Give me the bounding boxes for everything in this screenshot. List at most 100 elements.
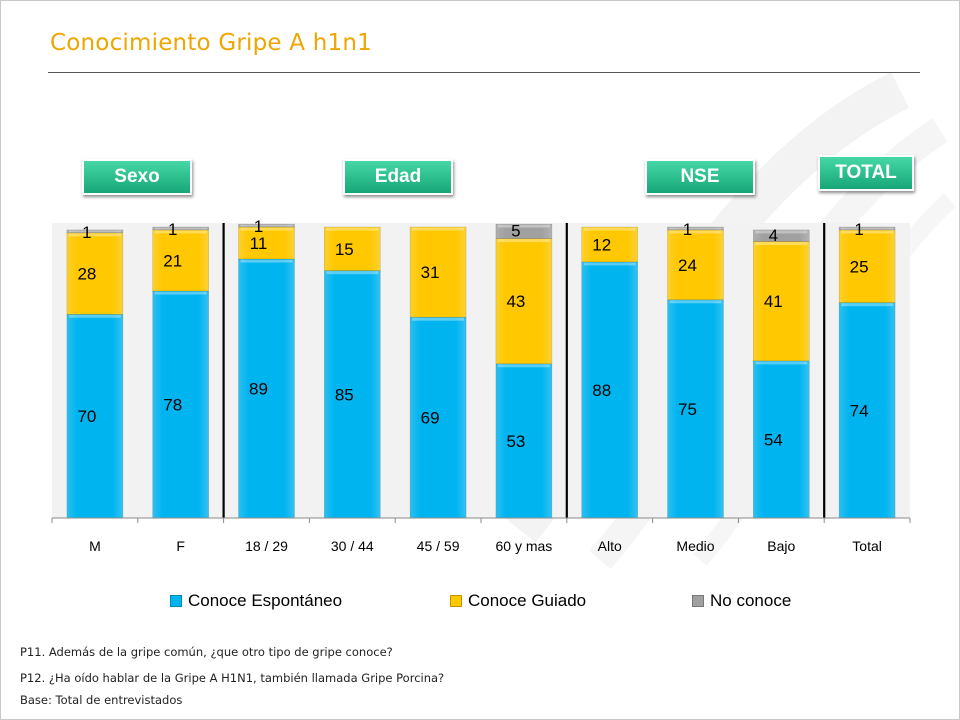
data-label-espontaneo-5: 53 — [506, 432, 525, 451]
bar-guiado-3 — [323, 226, 381, 271]
bar-no-conoce-9 — [838, 226, 896, 231]
data-label-no-conoce-9: 1 — [854, 220, 863, 239]
bar-highlight-espontaneo-3 — [326, 271, 379, 275]
bar-highlight-espontaneo-2 — [240, 259, 293, 263]
data-label-guiado-2: 11 — [250, 234, 268, 253]
data-label-no-conoce-1: 1 — [168, 220, 177, 239]
legend-label-guiado: Conoce Guiado — [468, 591, 587, 610]
note-p12: P12. ¿Ha oído hablar de la Gripe A H1N1,… — [20, 671, 445, 685]
bar-highlight-espontaneo-6 — [583, 262, 636, 266]
page-title: Conocimiento Gripe A h1n1 — [50, 30, 372, 56]
bar-highlight-guiado-5 — [497, 239, 550, 243]
data-label-guiado-0: 28 — [77, 265, 96, 284]
data-label-no-conoce-5: 5 — [511, 221, 520, 240]
bar-highlight-guiado-3 — [326, 227, 379, 231]
data-label-guiado-7: 24 — [678, 256, 697, 275]
data-label-espontaneo-9: 74 — [850, 401, 869, 420]
data-label-guiado-3: 15 — [335, 240, 354, 259]
bar-highlight-no-conoce-9 — [841, 227, 894, 230]
bar-highlight-no-conoce-5 — [497, 224, 550, 228]
note-p11: P11. Además de la gripe común, ¿que otro… — [20, 645, 393, 659]
group-badge-nse: NSE — [645, 159, 755, 195]
bar-highlight-espontaneo-4 — [412, 317, 465, 321]
bar-highlight-espontaneo-9 — [841, 303, 894, 307]
data-label-guiado-8: 41 — [764, 292, 783, 311]
bar-highlight-guiado-7 — [669, 230, 722, 234]
data-label-no-conoce-0: 1 — [82, 223, 91, 242]
legend-label-espontaneo: Conoce Espontáneo — [188, 591, 343, 610]
bar-highlight-guiado-0 — [68, 233, 121, 237]
bar-highlight-espontaneo-8 — [755, 361, 808, 365]
legend-swatch-espontaneo — [170, 595, 182, 607]
legend-item-no-conoce: No conoce — [692, 590, 791, 612]
data-label-espontaneo-1: 78 — [163, 396, 182, 415]
bar-highlight-no-conoce-1 — [154, 227, 207, 230]
bar-no-conoce-8 — [752, 229, 810, 242]
bar-no-conoce-7 — [667, 226, 724, 231]
data-label-espontaneo-7: 75 — [678, 400, 697, 419]
bar-espontaneo-1 — [152, 290, 209, 519]
bar-highlight-guiado-9 — [841, 230, 894, 234]
legend-item-guiado: Conoce Guiado — [450, 590, 586, 612]
bar-highlight-guiado-8 — [755, 242, 808, 246]
bar-espontaneo-8 — [752, 360, 810, 519]
bar-guiado-2 — [238, 226, 295, 260]
data-label-espontaneo-4: 69 — [421, 409, 440, 428]
data-label-guiado-9: 25 — [850, 257, 869, 276]
data-label-guiado-6: 12 — [592, 235, 611, 254]
data-label-no-conoce-2: 1 — [254, 217, 263, 236]
bar-guiado-9 — [838, 229, 896, 303]
data-label-espontaneo-3: 85 — [335, 385, 354, 404]
x-tick-label-4: 45 / 59 — [417, 538, 460, 554]
legend-label-no-conoce: No conoce — [710, 591, 792, 610]
note-base: Base: Total de entrevistados — [20, 693, 183, 707]
group-badge-sexo: Sexo — [82, 159, 192, 195]
data-label-guiado-5: 43 — [506, 292, 525, 311]
data-label-espontaneo-6: 88 — [592, 381, 611, 400]
group-badge-edad: Edad — [343, 159, 453, 195]
bar-no-conoce-1 — [152, 226, 209, 231]
bar-no-conoce-2 — [238, 223, 295, 228]
bar-highlight-no-conoce-8 — [755, 230, 808, 234]
bar-highlight-espontaneo-5 — [497, 364, 550, 368]
group-badge-total: TOTAL — [818, 155, 914, 191]
legend-item-espontaneo: Conoce Espontáneo — [170, 590, 342, 612]
bar-highlight-guiado-1 — [154, 230, 207, 234]
bar-highlight-espontaneo-0 — [68, 314, 121, 318]
bar-highlight-espontaneo-1 — [154, 291, 207, 295]
bar-no-conoce-0 — [66, 229, 124, 234]
bar-no-conoce-5 — [495, 223, 553, 239]
bar-espontaneo-2 — [238, 258, 295, 519]
bar-guiado-5 — [495, 238, 553, 365]
bar-guiado-6 — [581, 226, 639, 263]
legend-swatch-guiado — [450, 595, 462, 607]
bar-highlight-no-conoce-0 — [68, 230, 121, 233]
x-tick-label-0: M — [89, 538, 101, 554]
x-tick-label-9: Total — [852, 538, 882, 554]
title-divider — [48, 72, 920, 73]
bar-guiado-4 — [409, 226, 467, 318]
data-label-no-conoce-8: 4 — [769, 226, 778, 245]
data-label-espontaneo-2: 89 — [249, 380, 268, 399]
bar-highlight-guiado-2 — [240, 227, 293, 231]
data-label-guiado-4: 31 — [421, 263, 440, 282]
x-tick-label-2: 18 / 29 — [245, 538, 288, 554]
x-tick-label-1: F — [176, 538, 185, 554]
bar-espontaneo-9 — [838, 302, 896, 519]
bar-espontaneo-4 — [409, 316, 467, 519]
x-tick-label-7: Medio — [676, 538, 714, 554]
x-tick-label-5: 60 y mas — [495, 538, 552, 554]
bar-espontaneo-6 — [581, 261, 639, 519]
x-tick-label-8: Bajo — [767, 538, 795, 554]
x-tick-label-6: Alto — [598, 538, 622, 554]
data-label-espontaneo-8: 54 — [764, 430, 783, 449]
data-label-no-conoce-7: 1 — [683, 220, 692, 239]
bar-guiado-7 — [667, 229, 724, 301]
bar-highlight-guiado-4 — [412, 227, 465, 231]
bar-guiado-0 — [66, 232, 124, 315]
bar-espontaneo-7 — [667, 299, 724, 519]
bar-highlight-espontaneo-7 — [669, 300, 722, 304]
data-label-espontaneo-0: 70 — [77, 407, 96, 426]
x-tick-label-3: 30 / 44 — [331, 538, 374, 554]
